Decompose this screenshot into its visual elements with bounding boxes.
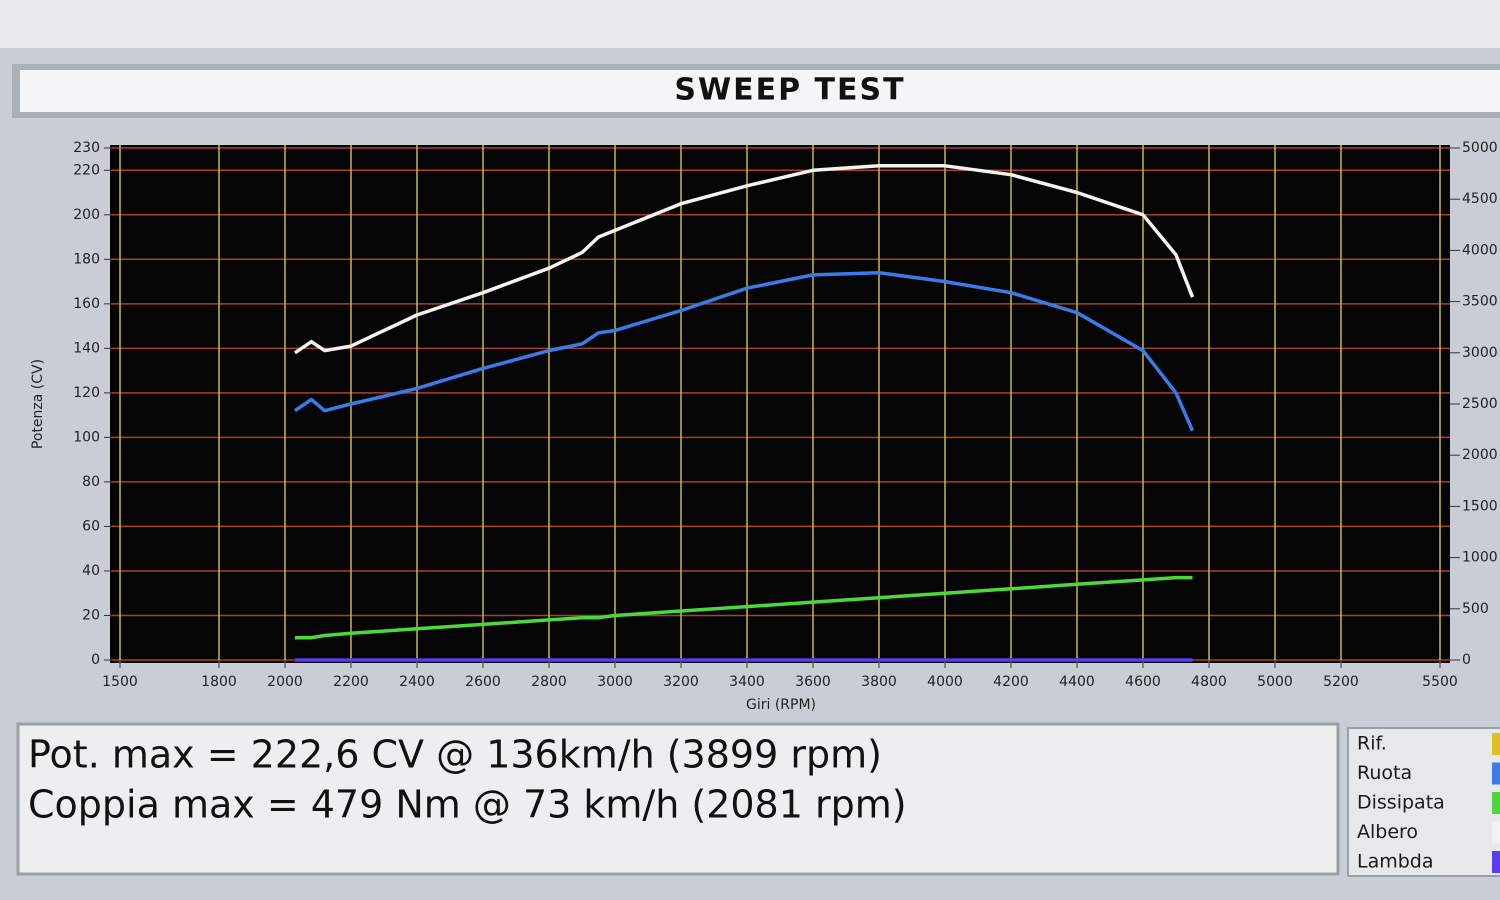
y2-tick-label: 500	[1462, 601, 1489, 617]
legend-label: Ruota	[1357, 762, 1412, 784]
x-axis-label: Giri (RPM)	[746, 697, 816, 713]
results-panel	[16, 722, 1340, 876]
title-bar	[20, 70, 1500, 112]
chart-title: SWEEP TEST	[674, 73, 905, 108]
legend-swatch	[1492, 733, 1500, 755]
y2-tick-label: 1500	[1462, 498, 1498, 514]
series-line	[294, 575, 1193, 640]
y-tick-label: 20	[82, 607, 100, 623]
y-tick-label: 120	[73, 385, 100, 401]
y2-tick-label: 4000	[1462, 242, 1498, 258]
legend-label: Albero	[1357, 821, 1418, 843]
y2-tick-label: 5000	[1462, 140, 1498, 156]
max-torque-text: Coppia max = 479 Nm @ 73 km/h (2081 rpm)	[28, 783, 907, 827]
x-tick-label: 2400	[399, 674, 435, 690]
y-tick-label: 180	[73, 251, 100, 267]
x-tick-label: 2600	[465, 674, 501, 690]
y-axis-label: Potenza (CV)	[30, 359, 46, 449]
y2-tick-label: 2500	[1462, 396, 1498, 412]
y2-tick-label: 0	[1462, 652, 1471, 668]
x-tick-label: 3600	[795, 674, 831, 690]
y-tick-label: 140	[73, 340, 100, 356]
y-tick-label: 60	[82, 518, 100, 534]
legend-label: Dissipata	[1357, 792, 1445, 814]
x-tick-label: 4200	[993, 674, 1029, 690]
y-tick-label: 80	[82, 474, 100, 490]
y2-tick-label: 3000	[1462, 345, 1498, 361]
x-tick-label: 2000	[267, 674, 303, 690]
top-strip	[0, 0, 1500, 48]
x-tick-label: 3200	[663, 674, 699, 690]
x-tick-label: 4400	[1059, 674, 1095, 690]
x-tick-label: 4800	[1191, 674, 1227, 690]
legend-swatch	[1492, 821, 1500, 844]
y-tick-label: 0	[91, 652, 100, 668]
legend-swatch	[1492, 762, 1500, 785]
legend-swatch	[1492, 792, 1500, 814]
y2-tick-label: 3500	[1462, 294, 1498, 310]
x-tick-label: 3800	[861, 674, 897, 690]
legend-panel	[1347, 727, 1500, 877]
max-power-text: Pot. max = 222,6 CV @ 136km/h (3899 rpm)	[28, 733, 882, 777]
plot: 0 20 40 60 80 100 120 140 160 180 200 220 230 1500 180…	[73, 140, 1497, 690]
x-tick-label: 4000	[927, 674, 963, 690]
x-tick-label: 2800	[531, 674, 567, 690]
legend-label: Rif.	[1357, 733, 1387, 755]
y2-tick-label: 4500	[1462, 191, 1498, 207]
x-tick-label: 1800	[201, 674, 237, 690]
x-tick-label: 5500	[1422, 674, 1458, 690]
legend-label: Lambda	[1357, 851, 1434, 873]
y-tick-label: 220	[73, 162, 100, 178]
x-tick-label: 5000	[1257, 674, 1293, 690]
plot-area	[110, 145, 1450, 663]
y-tick-label: 160	[73, 296, 100, 312]
y-tick-label: 200	[73, 207, 100, 223]
x-tick-label: 2200	[333, 674, 369, 690]
y-tick-label: 230	[73, 140, 100, 156]
y-tick-label: 100	[73, 429, 100, 445]
y-tick-label: 40	[82, 563, 100, 579]
series-line	[293, 270, 1195, 432]
x-tick-label: 1500	[102, 674, 138, 690]
x-tick-label: 3000	[597, 674, 633, 690]
x-tick-label: 4600	[1125, 674, 1161, 690]
legend-swatch	[1492, 851, 1500, 873]
series-line	[293, 164, 1195, 355]
x-tick-label: 3400	[729, 674, 765, 690]
y2-tick-label: 1000	[1462, 550, 1498, 566]
y2-tick-label: 2000	[1462, 447, 1498, 463]
x-tick-label: 5200	[1323, 674, 1359, 690]
